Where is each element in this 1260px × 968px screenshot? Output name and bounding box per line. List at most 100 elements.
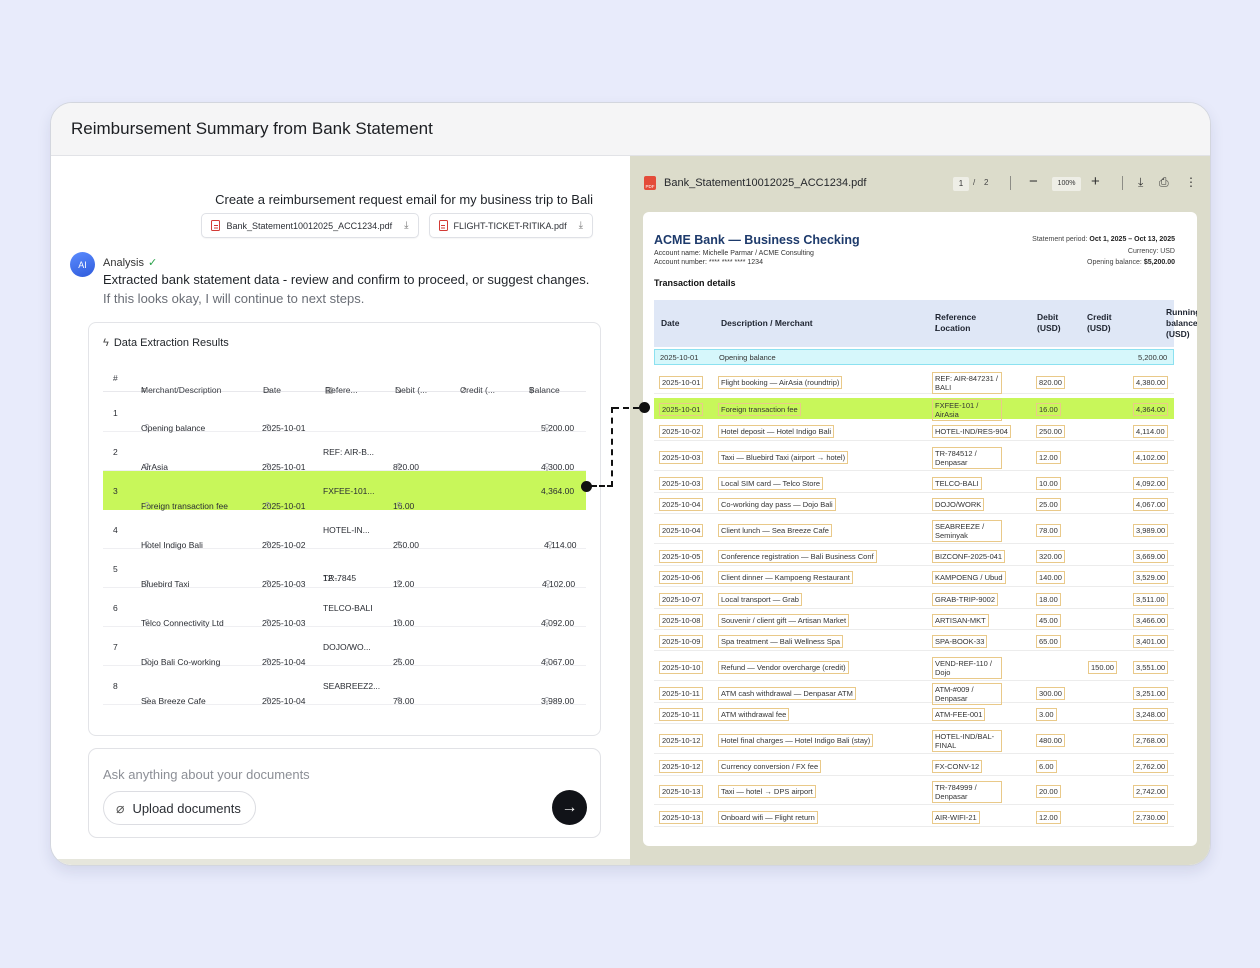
upload-documents-button[interactable]: ⌀ Upload documents	[103, 791, 256, 825]
statement-row-highlighted: 2025-10-01 Foreign transaction fee FXFEE-1…	[654, 398, 1174, 421]
link-icon[interactable]: ⚲	[396, 540, 402, 549]
account-name: Account name: Michelle Parmar / ACME Con…	[654, 250, 814, 257]
send-button[interactable]: →	[552, 790, 587, 825]
statement-date: 2025-10-13	[659, 785, 704, 798]
statement-opening: Opening balance: $5,200.00	[1032, 257, 1175, 269]
link-icon[interactable]: ⚲	[544, 423, 550, 432]
print-icon[interactable]: ⎙	[1159, 175, 1169, 189]
table-row[interactable]: 1 Opening balance ⚲ 2025-10-01 ⚲ 5,200.00 ⚲	[103, 393, 586, 433]
link-icon[interactable]: ⚲	[265, 540, 271, 549]
link-icon[interactable]: ⚲	[144, 696, 150, 705]
connector-line	[611, 407, 613, 487]
statement-description: Opening balance	[719, 353, 776, 362]
link-icon[interactable]: ⚲	[396, 657, 402, 666]
balance-cell[interactable]: 4,364.00	[541, 486, 575, 496]
statement-credit: 150.00	[1088, 661, 1117, 674]
table-row[interactable]: 5 Bluebird Taxi ⚲ 2025-10-03 ⚲ TR-7845 12..…	[103, 549, 586, 589]
link-icon[interactable]: ⚲	[544, 618, 550, 627]
merchant-text: Bluebird Taxi	[141, 579, 190, 589]
table-row[interactable]: 2 AirAsia ⚲ 2025-10-01 ⚲ REF: AIR-B... 820…	[103, 432, 586, 472]
chat-composer[interactable]: Ask anything about your documents ⌀ Uplo…	[88, 748, 601, 838]
statement-debit: 78.00	[1036, 524, 1061, 537]
link-icon[interactable]: ⚲	[265, 423, 271, 432]
statement-date: 2025-10-04	[659, 524, 704, 537]
link-icon[interactable]: ⚲	[144, 462, 150, 471]
user-message: Create a reimbursement request email for…	[215, 192, 593, 207]
reference-cell[interactable]: REF: AIR-B...	[323, 447, 375, 457]
link-icon[interactable]: ⚲	[144, 618, 150, 627]
page-number-input[interactable]: 1	[953, 177, 969, 191]
reference-cell[interactable]: HOTEL-IN...	[323, 525, 370, 535]
link-icon[interactable]: ⚲	[396, 696, 402, 705]
table-row[interactable]: 7 Dojo Bali Co-working ⚲ 2025-10-04 ⚲ DOJO…	[103, 627, 586, 667]
reference-cell[interactable]: FXFEE-101...	[323, 486, 375, 496]
link-icon[interactable]: ⚲	[547, 540, 553, 549]
statement-row: 2025-10-01 Flight booking — AirAsia (roun…	[654, 369, 1174, 394]
date-text: 2025-10-01	[262, 501, 306, 511]
merchant-text: Opening balance	[141, 423, 206, 433]
header-balance: Runningbalance(USD)	[1126, 307, 1197, 339]
reference-cell[interactable]: TELCO-BALI	[323, 603, 373, 613]
more-options-icon[interactable]: ⋮	[1185, 175, 1197, 189]
statement-date: 2025-10-05	[659, 550, 704, 563]
opening-value: $5,200.00	[1143, 259, 1175, 266]
header-date: Date	[661, 318, 680, 328]
upload-label: Upload documents	[132, 800, 241, 816]
statement-balance: 5,200.00	[1138, 353, 1168, 362]
header-balance-line: balance	[1166, 318, 1197, 328]
link-icon[interactable]: ⚲	[265, 696, 271, 705]
link-icon[interactable]: ⚲	[265, 501, 271, 510]
attachment-chip[interactable]: Bank_Statement10012025_ACC1234.pdf ⤓	[201, 213, 419, 238]
row-number: 5	[113, 564, 118, 574]
link-icon[interactable]: ⚲	[265, 657, 271, 666]
link-icon[interactable]: ⚲	[144, 501, 150, 510]
link-icon[interactable]: ⚲	[265, 579, 271, 588]
download-icon[interactable]: ⤓	[578, 220, 583, 231]
statement-description: Foreign transaction fee	[718, 403, 801, 416]
statement-reference: ATM-#009 / Denpasar	[932, 683, 1002, 705]
link-icon[interactable]: ⚲	[396, 501, 402, 510]
statement-description: Client dinner — Kampoeng Restaurant	[718, 571, 853, 584]
statement-description: Flight booking — AirAsia (roundtrip)	[718, 376, 843, 389]
link-icon[interactable]: ⚲	[396, 618, 402, 627]
link-icon[interactable]: ⚲	[144, 423, 150, 432]
reference-cell[interactable]: SEABREEZ2...	[323, 681, 381, 691]
table-row[interactable]: 6 Telco Connectivity Ltd ⚲ 2025-10-03 ⚲ TE…	[103, 588, 586, 628]
link-icon[interactable]: ⚲	[544, 462, 550, 471]
statement-period: Statement period: Oct 1, 2025 – Oct 13, …	[1032, 234, 1175, 246]
link-icon[interactable]: ⚲	[144, 657, 150, 666]
link-icon[interactable]: ⚲	[544, 696, 550, 705]
statement-debit: 320.00	[1036, 550, 1065, 563]
link-icon[interactable]: ⚲	[545, 579, 551, 588]
window-title: Reimbursement Summary from Bank Statemen…	[71, 119, 433, 138]
zoom-out-icon[interactable]: −	[1029, 173, 1038, 190]
col-date-label: Date	[263, 385, 281, 395]
table-row-highlighted[interactable]: 3 Foreign transaction fee ⚲ 2025-10-01 ⚲ F…	[103, 471, 586, 511]
statement-balance: 3,511.00	[1133, 593, 1168, 606]
reference-cell[interactable]: DOJO/WO...	[323, 642, 371, 652]
link-icon[interactable]: ⚲	[265, 462, 271, 471]
link-icon[interactable]: ⚲	[544, 657, 550, 666]
account-number: Account number: **** **** **** 1234	[654, 259, 763, 266]
statement-date: 2025-10-03	[659, 477, 704, 490]
zoom-in-icon[interactable]: +	[1091, 173, 1100, 190]
attachment-chip[interactable]: FLIGHT-TICKET-RITIKA.pdf ⤓	[428, 213, 593, 238]
table-row[interactable]: 8 Sea Breeze Cafe ⚲ 2025-10-04 ⚲ SEABREEZ2…	[103, 666, 586, 706]
table-row[interactable]: 4 Hotel Indigo Bali ⚲ 2025-10-02 ⚲ HOTEL-I…	[103, 510, 586, 550]
statement-reference: TR-784999 / Denpasar	[932, 781, 1002, 803]
analysis-label: Analysis	[103, 256, 144, 269]
chat-input[interactable]: Ask anything about your documents	[103, 767, 310, 782]
date-text: 2025-10-01	[262, 462, 306, 472]
statement-reference: DOJO/WORK	[932, 498, 985, 511]
link-icon[interactable]: ⚲	[144, 579, 150, 588]
statement-description: Currency conversion / FX fee	[718, 760, 822, 773]
page-separator: /	[973, 178, 976, 187]
link-icon[interactable]: ⚲	[396, 462, 402, 471]
statement-meta: Statement period: Oct 1, 2025 – Oct 13, …	[1032, 234, 1175, 269]
download-icon[interactable]: ⤓	[1138, 175, 1144, 189]
link-icon[interactable]: ⚲	[144, 540, 150, 549]
download-icon[interactable]: ⤓	[404, 220, 409, 231]
zoom-level[interactable]: 100%	[1052, 177, 1081, 191]
link-icon[interactable]: ⚲	[265, 618, 271, 627]
link-icon[interactable]: ⚲	[396, 579, 402, 588]
